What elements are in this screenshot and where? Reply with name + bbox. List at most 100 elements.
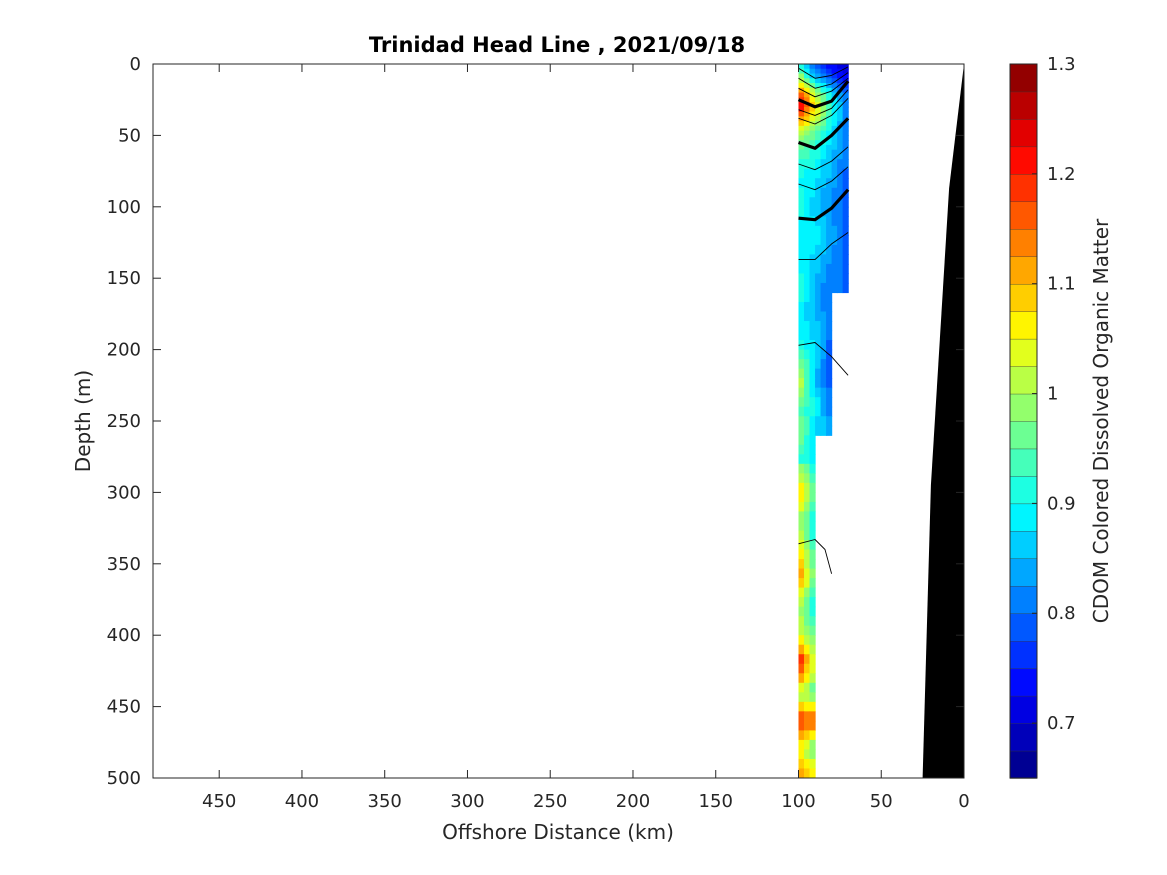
heatmap-cell [815,159,822,170]
heatmap-cell [826,178,833,189]
heatmap-cell [826,68,833,75]
heatmap-cell [804,663,811,674]
y-axis: 0 50 100 150 200 250 300 350 400 450 500 [107,54,964,789]
heatmap-cell [809,263,816,275]
x-tick-label: 450 [202,791,236,812]
heatmap-cell [804,140,811,146]
heatmap-cell [798,292,805,303]
heatmap-cell [826,168,833,179]
heatmap-cell [809,549,816,560]
heatmap-cell [837,187,844,198]
y-tick-label: 100 [107,197,141,218]
heatmap-cell [826,254,833,265]
heatmap-cell [820,349,827,360]
heatmap-cell [815,140,822,146]
heatmap-cell [831,225,838,236]
heatmap-cell [809,302,816,313]
x-tick-label: 250 [533,791,567,812]
heatmap-cell [815,106,822,113]
heatmap-cell [815,87,822,94]
heatmap-cell [798,159,805,170]
heatmap-cell [831,125,838,132]
heatmap-cell [815,121,822,127]
heatmap-cell [837,144,844,151]
heatmap-cell [831,73,838,79]
x-axis: 450 400 350 300 250 200 150 100 50 0 [202,64,970,812]
heatmap-cell [809,749,816,760]
colorbar: 0.7 0.8 0.9 1 1.1 1.2 1.3 CDOM Colored Dissolv… [1009,54,1113,779]
heatmap-cell [798,720,805,731]
heatmap-cell [798,530,805,541]
heatmap-cell [815,130,822,136]
heatmap-cell [826,216,833,227]
heatmap-cell [815,178,822,189]
heatmap-cell [831,78,838,84]
heatmap-cell [809,406,816,417]
heatmap-cell [809,482,816,493]
colorbar-level [1009,228,1038,257]
heatmap-cell [809,454,816,465]
contour-line [798,166,849,191]
heatmap-cell [837,78,844,84]
colorbar-level [1009,310,1038,340]
heatmap-cell [820,130,827,136]
heatmap-cell [809,520,816,532]
heatmap-cell [809,116,816,122]
colorbar-level [1009,146,1038,175]
heatmap-cell [798,349,805,360]
heatmap-cell [837,282,844,294]
heatmap-cell [804,682,811,693]
heatmap-cell [815,64,822,70]
heatmap-cell [831,149,838,160]
heatmap-cell [804,216,811,227]
heatmap-cell [804,106,811,113]
heatmap-cell [804,73,811,79]
heatmap-cell [842,149,849,160]
heatmap-cell [809,349,816,360]
heatmap-cell [820,68,827,75]
heatmap-cell [831,235,838,246]
heatmap-cell [842,244,849,255]
heatmap-cell [804,321,811,332]
heatmap-cell [820,263,827,275]
heatmap-cell [809,473,816,484]
y-tick-label: 150 [107,268,141,289]
heatmap-cell [804,454,811,465]
heatmap-cell [798,64,805,70]
heatmap-cell [798,673,805,684]
heatmap-cell [809,168,816,179]
heatmap-cell [820,159,827,170]
heatmap-cell [809,216,816,227]
heatmap-cell [798,749,805,760]
heatmap-cell [837,216,844,227]
heatmap-cell [809,83,816,89]
heatmap-cell [837,140,844,146]
heatmap-cell [798,244,805,255]
heatmap-cell [804,739,811,751]
heatmap-cell [820,92,827,98]
colorbar-level [1009,722,1038,752]
colorbar-level [1009,750,1038,779]
heatmap-cell [815,425,822,436]
heatmap-cell [809,682,816,693]
x-tick-label: 50 [870,791,893,812]
heatmap-cell [809,463,816,474]
heatmap-cell [798,125,805,132]
heatmap-cell [842,73,849,79]
x-tick-label: 200 [616,791,650,812]
heatmap-cell [820,111,827,117]
heatmap-cell [804,720,811,731]
heatmap-cell [798,225,805,236]
heatmap-cell [820,64,827,70]
heatmap-cell [798,216,805,227]
heatmap-cell [804,130,811,136]
y-tick-label: 50 [118,125,141,146]
heatmap-cell [809,559,816,570]
heatmap-cell [815,149,822,160]
colorbar-label: CDOM Colored Dissolved Organic Matter [1089,218,1113,623]
heatmap-cell [798,102,805,108]
heatmap-cell [798,768,805,778]
heatmap-cell [826,387,833,398]
heatmap-cell [831,206,838,217]
heatmap-cell [809,435,816,446]
